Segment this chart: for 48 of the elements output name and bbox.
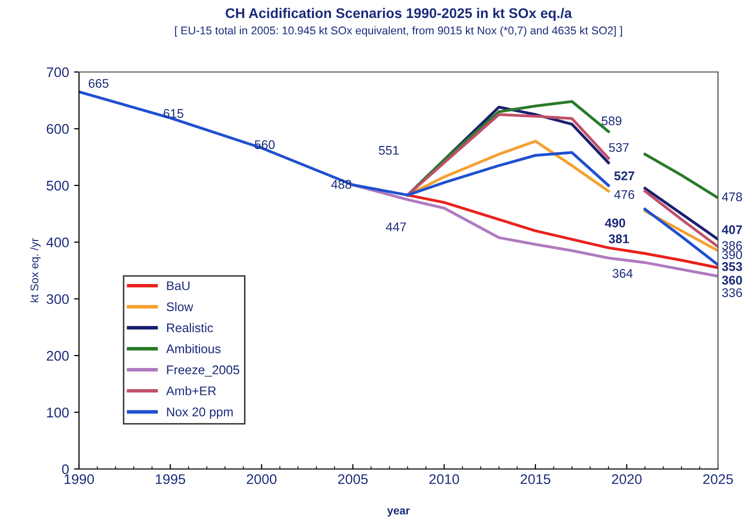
text: 390	[722, 250, 742, 260]
annotation: 537	[608, 143, 629, 152]
y-tick-label: 100	[47, 408, 69, 418]
legend-label: Slow	[166, 302, 194, 312]
y-tick-label: 200	[46, 350, 69, 361]
y-tick-label: 400	[46, 237, 69, 248]
legend-label: Freeze_2005	[167, 365, 240, 377]
x-tick-label: 1995	[156, 474, 186, 484]
legend-label: BaU	[167, 281, 190, 290]
annotation: 381	[608, 234, 629, 244]
x-tick-label: 2005	[338, 474, 368, 484]
chart-title: CH Acidification Scenarios 1990-2025 in kt SOx eq./a	[226, 8, 572, 21]
legend-label: Ambitious	[166, 344, 221, 354]
annotation: 665	[88, 78, 108, 88]
x-tick-label: 1990	[64, 474, 94, 484]
text: 336	[722, 288, 742, 298]
text: 360	[722, 276, 742, 285]
annotation: 476	[614, 190, 634, 199]
x-tick-label: 2020	[612, 474, 642, 484]
x-axis-title: year	[387, 508, 410, 517]
annotation: 551	[378, 146, 399, 155]
x-tick-label: 2010	[429, 474, 460, 484]
annotation: 560	[254, 140, 275, 150]
y-tick-label: 0	[62, 464, 69, 474]
y-tick-label: 500	[46, 180, 69, 191]
chart-subtitle: [ EU-15 total in 2005: 10.945 kt SOx equivalent, from 9015 kt Nox (*0,7) and 4635 kt SO2] ]	[175, 26, 622, 37]
x-tick-label: 2015	[520, 474, 550, 484]
legend-label: Nox 20 ppm	[167, 407, 233, 419]
text: 386	[722, 241, 742, 250]
text: 478	[722, 192, 742, 202]
y-axis-title: kt Sox eq. /yr	[30, 238, 41, 302]
annotation: 589	[602, 116, 622, 126]
annotation: 490	[604, 218, 626, 228]
y-tick-label: 300	[46, 294, 69, 304]
annotation: 488	[331, 180, 352, 189]
y-tick-label: 600	[46, 124, 69, 134]
annotation: 364	[612, 268, 633, 278]
x-tick-label: 2000	[246, 474, 276, 484]
text: 353	[722, 262, 742, 272]
y-tick-label: 700	[46, 67, 69, 78]
annotation: 447	[386, 222, 406, 232]
line-series	[351, 183, 718, 278]
legend-label: Amb+ER	[166, 386, 216, 396]
annotation: 615	[164, 109, 184, 118]
text: 407	[722, 225, 742, 234]
x-tick-label: 2025	[703, 474, 733, 484]
legend-label: Realistic	[167, 323, 213, 332]
annotation: 527	[614, 171, 634, 180]
